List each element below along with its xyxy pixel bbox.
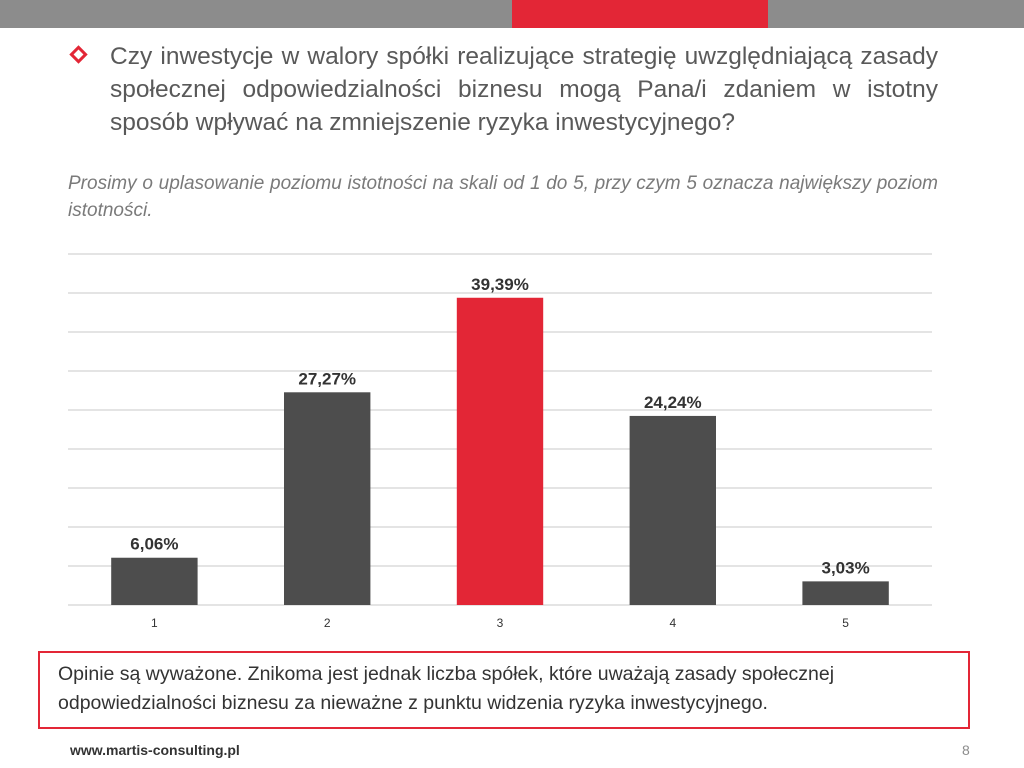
data-label-1: 6,06% bbox=[130, 535, 178, 554]
diamond-bullet-icon bbox=[69, 45, 88, 64]
bar-3 bbox=[456, 297, 544, 605]
bar-5 bbox=[802, 581, 889, 605]
survey-question: Czy inwestycje w walory spółki realizują… bbox=[110, 43, 938, 136]
chart-x-ticks: 1 2 3 4 5 bbox=[151, 616, 849, 630]
footer-url[interactable]: www.martis-consulting.pl bbox=[70, 742, 240, 758]
x-tick-label-4: 4 bbox=[669, 616, 676, 630]
chart-bars bbox=[111, 297, 889, 605]
bar-1 bbox=[111, 557, 198, 605]
data-label-3: 39,39% bbox=[471, 275, 529, 294]
data-label-2: 27,27% bbox=[298, 369, 356, 388]
survey-instruction: Prosimy o uplasowanie poziomu istotności… bbox=[68, 173, 938, 221]
bar-chart: 6,06% 27,27% 39,39% 24,24% 3,03% 1 2 3 4 5 bbox=[68, 253, 932, 630]
data-label-4: 24,24% bbox=[644, 393, 702, 412]
bar-2 bbox=[284, 392, 371, 605]
top-accent-band bbox=[512, 0, 768, 28]
x-tick-label-3: 3 bbox=[497, 616, 504, 630]
conclusion-note: Opinie są wyważone. Znikoma jest jednak … bbox=[38, 651, 970, 729]
page-number: 8 bbox=[962, 742, 970, 758]
chart-data-labels: 6,06% 27,27% 39,39% 24,24% 3,03% bbox=[130, 275, 869, 578]
x-tick-label-5: 5 bbox=[842, 616, 849, 630]
x-tick-label-1: 1 bbox=[151, 616, 158, 630]
data-label-5: 3,03% bbox=[821, 558, 869, 577]
x-tick-label-2: 2 bbox=[324, 616, 331, 630]
bar-4 bbox=[629, 415, 716, 605]
